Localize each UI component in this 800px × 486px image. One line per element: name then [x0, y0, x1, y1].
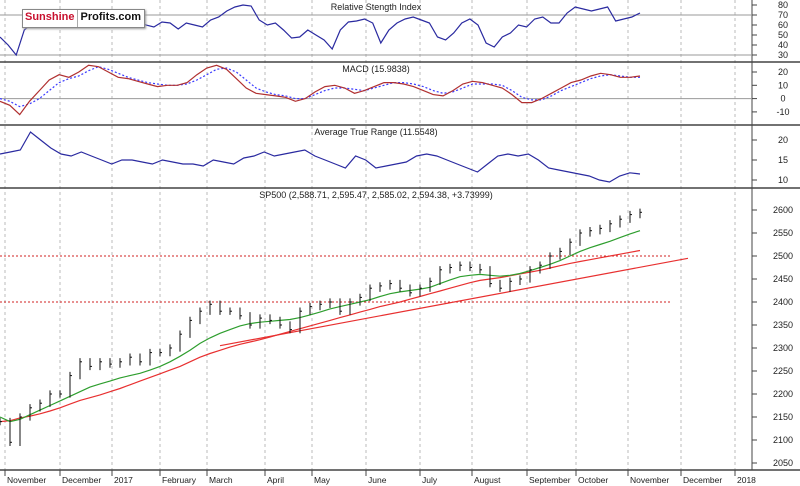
y-tick-label: 10	[778, 80, 788, 90]
y-tick-label: 40	[778, 40, 788, 50]
x-tick-label: March	[209, 475, 233, 485]
y-tick-label: 10	[778, 175, 788, 185]
logo-part1: Sunshine	[23, 10, 77, 27]
x-tick-label: November	[7, 475, 46, 485]
ma50-line	[0, 230, 641, 423]
x-tick-label: August	[474, 475, 501, 485]
y-tick-label: 2350	[773, 320, 793, 330]
y-tick-label: 2200	[773, 389, 793, 399]
y-tick-label: 30	[778, 50, 788, 60]
y-tick-label: 60	[778, 20, 788, 30]
ma200-line	[0, 249, 641, 423]
pane-title: SP500 (2,588.71, 2,595.47, 2,585.02, 2,5…	[259, 190, 492, 200]
x-tick-label: November	[630, 475, 669, 485]
x-tick-label: May	[314, 475, 331, 485]
y-tick-label: 2100	[773, 435, 793, 445]
y-tick-label: 2250	[773, 366, 793, 376]
y-tick-label: 2600	[773, 205, 793, 215]
y-tick-label: 2050	[773, 458, 793, 468]
y-tick-label: -10	[776, 107, 789, 117]
y-tick-label: 80	[778, 0, 788, 10]
pane-title: MACD (15.9838)	[342, 64, 410, 74]
atr-line	[0, 131, 641, 183]
y-tick-label: 2150	[773, 412, 793, 422]
y-tick-label: 70	[778, 10, 788, 20]
x-tick-label: December	[683, 475, 722, 485]
x-tick-label: December	[62, 475, 101, 485]
pane-title: Relative Stength Index	[331, 2, 422, 12]
y-tick-label: 2550	[773, 228, 793, 238]
x-tick-label: April	[267, 475, 284, 485]
macd-line	[0, 64, 641, 116]
y-tick-label: 0	[780, 94, 785, 104]
macd-signal-line	[0, 66, 640, 108]
y-tick-label: 50	[778, 30, 788, 40]
y-tick-label: 15	[778, 155, 788, 165]
y-tick-label: 2500	[773, 251, 793, 261]
sunshine-profits-logo: Sunshine Profits.com	[22, 9, 146, 28]
x-tick-label: July	[422, 475, 438, 485]
logo-part2: Profits.com	[76, 10, 145, 27]
x-tick-label: September	[529, 475, 571, 485]
y-tick-label: 20	[778, 67, 788, 77]
x-tick-label: 2018	[737, 475, 756, 485]
trend-line	[219, 257, 689, 347]
y-tick-label: 2400	[773, 297, 793, 307]
y-tick-label: 2300	[773, 343, 793, 353]
y-tick-label: 20	[778, 135, 788, 145]
y-tick-label: 2450	[773, 274, 793, 284]
x-tick-label: 2017	[114, 475, 133, 485]
x-tick-label: June	[368, 475, 387, 485]
x-tick-label: February	[162, 475, 197, 485]
pane-title: Average True Range (11.5548)	[314, 127, 437, 137]
x-tick-label: October	[578, 475, 608, 485]
